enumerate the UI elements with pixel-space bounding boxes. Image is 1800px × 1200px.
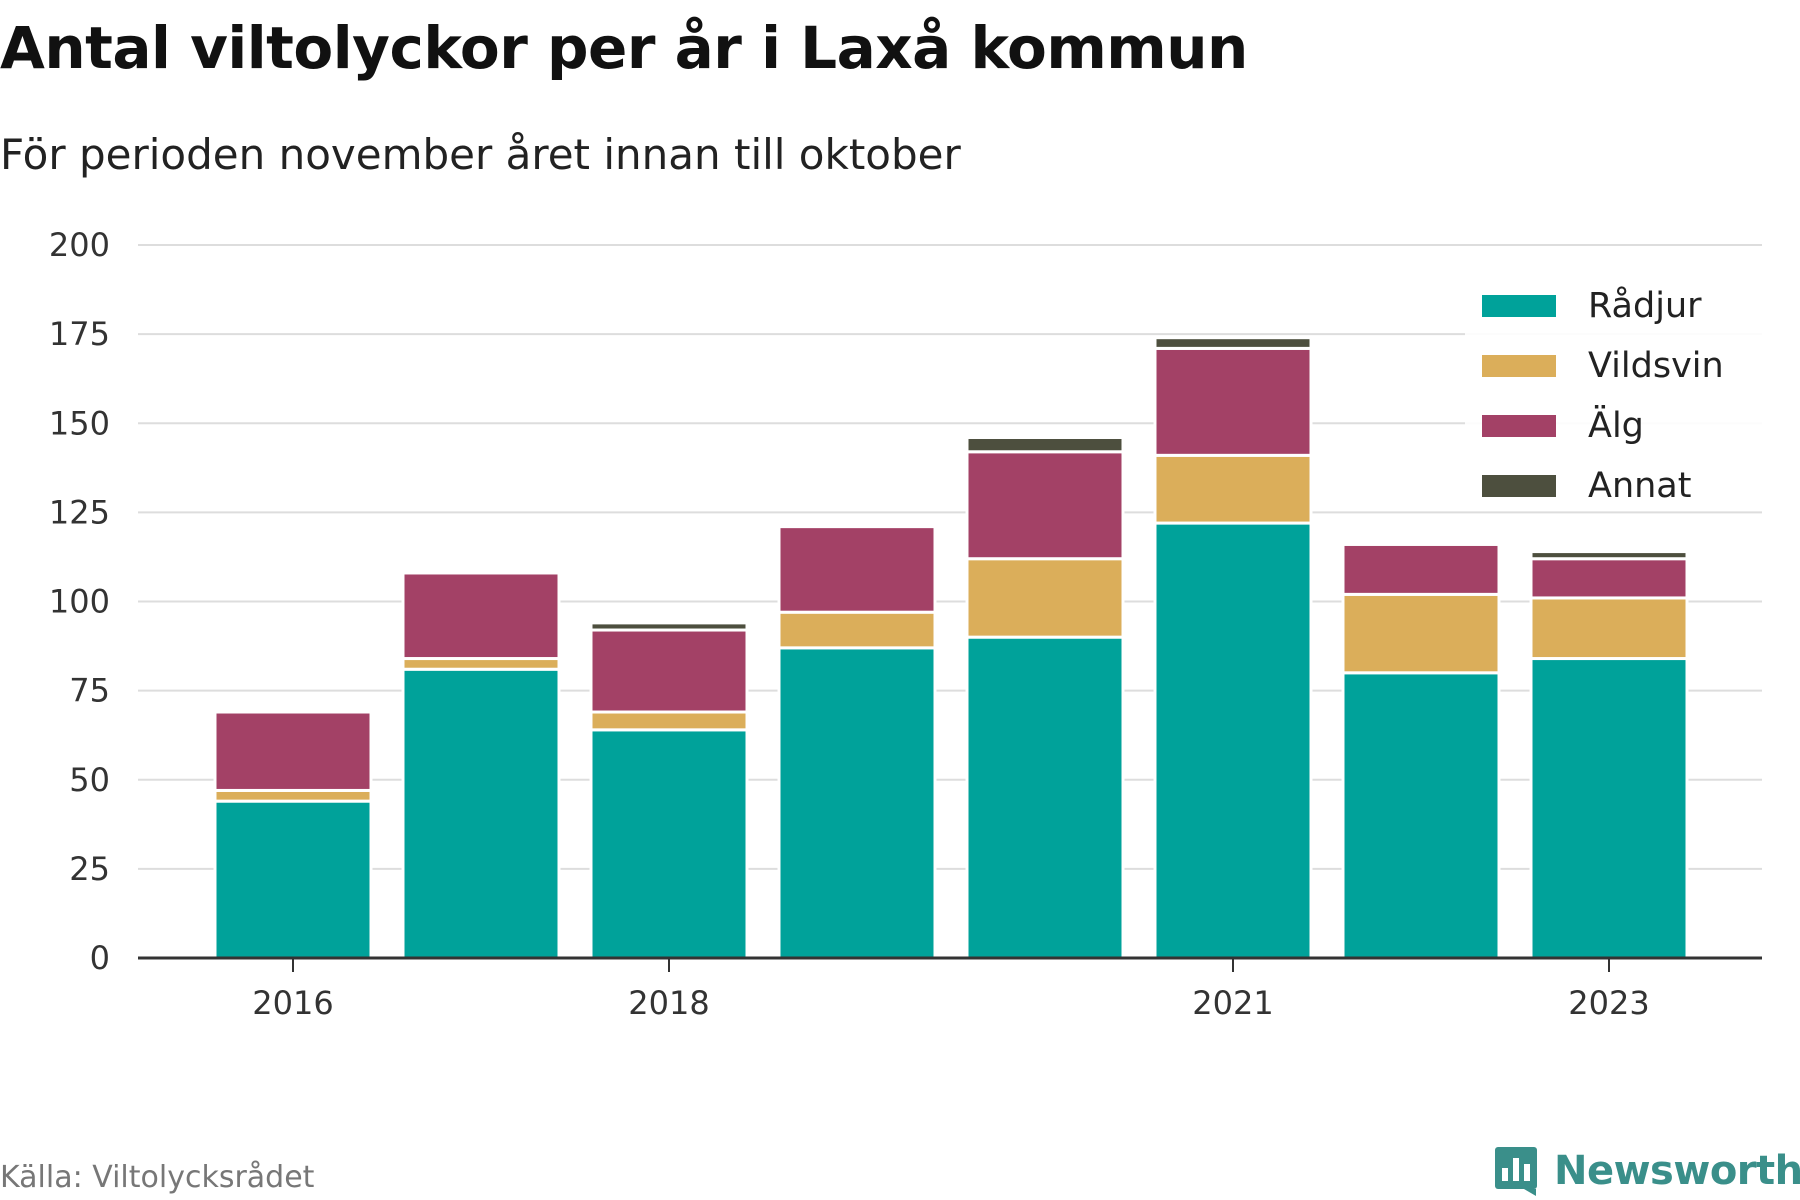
y-tick-label: 125 xyxy=(49,493,110,531)
bar-segment-vildsvin-2019 xyxy=(777,610,937,650)
bar-segment-vildsvin-2017 xyxy=(401,657,561,671)
x-tick-label: 2016 xyxy=(252,984,333,1022)
bar-segment-älg-2020 xyxy=(965,450,1125,561)
bar-segment-vildsvin-2016 xyxy=(213,788,373,803)
legend: Rådjur Vildsvin Älg Annat xyxy=(1465,270,1765,510)
y-tick-label: 200 xyxy=(49,226,110,264)
x-tick-label: 2018 xyxy=(628,984,709,1022)
y-tick-label: 100 xyxy=(49,583,110,621)
bar-segment-älg-2021 xyxy=(1153,346,1313,457)
legend-swatch-annat xyxy=(1482,475,1556,497)
bar-segment-vildsvin-2023 xyxy=(1529,596,1689,661)
bar-segment-annat-2021 xyxy=(1153,336,1313,350)
y-tick-label: 150 xyxy=(49,404,110,442)
legend-swatch-älg xyxy=(1482,415,1556,437)
bar-segment-rådjur-2023 xyxy=(1529,657,1689,960)
bar-segment-älg-2018 xyxy=(589,628,749,714)
bar-segment-rådjur-2017 xyxy=(401,667,561,960)
legend-label-rådjur: Rådjur xyxy=(1588,285,1702,326)
bar-segment-annat-2018 xyxy=(589,621,749,632)
legend-swatch-rådjur xyxy=(1482,295,1556,317)
bar-segment-vildsvin-2018 xyxy=(589,710,749,732)
x-axis: 2016 2018 2021 2023 xyxy=(138,956,1762,1022)
y-tick-label: 50 xyxy=(69,761,110,799)
stacked-bar-chart: 2016 2018 2021 2023 0255075100125150175200 … xyxy=(48,226,1765,1022)
bar-segment-rådjur-2018 xyxy=(589,728,749,960)
brand-name: Newsworthy xyxy=(1554,1148,1800,1194)
legend-label-älg: Älg xyxy=(1588,404,1644,446)
bar-segment-rådjur-2020 xyxy=(965,635,1125,960)
brand-logo[interactable]: Newsworthy xyxy=(1494,1146,1800,1196)
y-tick-label: 75 xyxy=(69,672,110,710)
bar-segment-vildsvin-2021 xyxy=(1153,453,1313,525)
bar-segment-älg-2023 xyxy=(1529,557,1689,600)
chart-title: Antal viltolyckor per år i Laxå kommun xyxy=(0,14,1248,82)
y-tick-label: 175 xyxy=(49,315,110,353)
bar-segment-vildsvin-2020 xyxy=(965,557,1125,639)
bar-segment-vildsvin-2022 xyxy=(1341,592,1501,675)
bar-segment-annat-2020 xyxy=(965,436,1125,454)
bar-segment-älg-2019 xyxy=(777,525,937,614)
legend-swatch-vildsvin xyxy=(1482,355,1556,377)
bar-segment-rådjur-2019 xyxy=(777,646,937,960)
source-note: Källa: Viltolycksrådet xyxy=(0,1160,315,1195)
bar-segment-rådjur-2021 xyxy=(1153,521,1313,960)
y-axis: 0 25 50 75 100 125 150 175 200 xyxy=(49,226,110,977)
bar-segment-annat-2023 xyxy=(1529,550,1689,561)
bar-segment-älg-2016 xyxy=(213,710,373,792)
legend-label-annat: Annat xyxy=(1588,466,1691,506)
newsworthy-logo-icon xyxy=(1495,1147,1537,1196)
y-tick-label: 0 xyxy=(90,939,110,977)
bar-segment-rådjur-2022 xyxy=(1341,671,1501,960)
bar-segment-älg-2017 xyxy=(401,571,561,661)
x-tick-label: 2023 xyxy=(1568,984,1649,1022)
x-tick-label: 2021 xyxy=(1192,984,1273,1022)
chart-subtitle: För perioden november året innan till ok… xyxy=(0,130,961,179)
bar-segment-älg-2022 xyxy=(1341,542,1501,596)
bar-segment-rådjur-2016 xyxy=(213,799,373,960)
bar-series xyxy=(213,336,1689,960)
legend-label-vildsvin: Vildsvin xyxy=(1588,346,1724,386)
y-tick-label: 25 xyxy=(69,850,110,888)
